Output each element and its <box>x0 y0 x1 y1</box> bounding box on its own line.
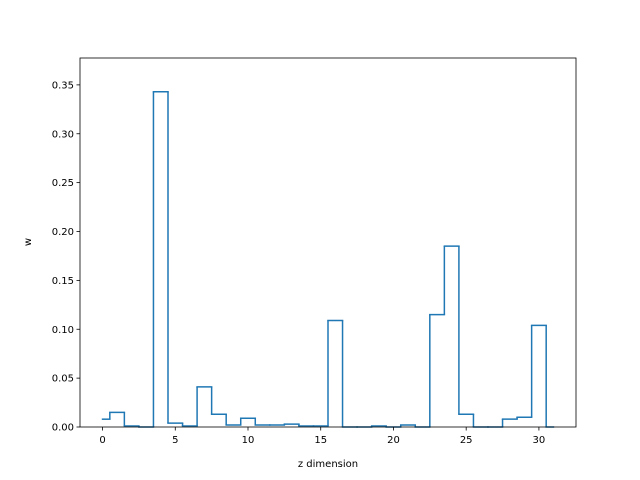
y-tick-label-6: 0.30 <box>52 129 74 140</box>
series-layer <box>101 90 555 428</box>
x-tick-label-5: 5 <box>172 435 178 446</box>
y-tick-label-5: 0.25 <box>52 178 74 189</box>
x-tick-label-0: 0 <box>99 435 105 446</box>
y-tick-label-7: 0.35 <box>52 80 74 91</box>
x-axis-ticks: 0 5 10 15 20 25 30 <box>99 427 545 446</box>
y-tick-label-4: 0.20 <box>52 227 74 238</box>
x-tick-label-10: 10 <box>242 435 255 446</box>
x-tick-label-20: 20 <box>387 435 400 446</box>
y-tick-label-1: 0.05 <box>52 374 74 385</box>
y-axis-ticks: 0.00 0.05 0.10 0.15 0.20 0.25 0.30 0.35 <box>52 80 80 434</box>
y-axis-label: w <box>23 238 34 246</box>
y-tick-label-2: 0.10 <box>52 325 74 336</box>
plot-frame <box>79 57 577 428</box>
y-tick-label-0: 0.00 <box>52 423 74 434</box>
x-tick-label-15: 15 <box>314 435 327 446</box>
x-tick-label-25: 25 <box>460 435 473 446</box>
y-tick-label-3: 0.15 <box>52 276 74 287</box>
x-tick-label-30: 30 <box>533 435 546 446</box>
x-axis-label: z dimension <box>298 459 358 470</box>
